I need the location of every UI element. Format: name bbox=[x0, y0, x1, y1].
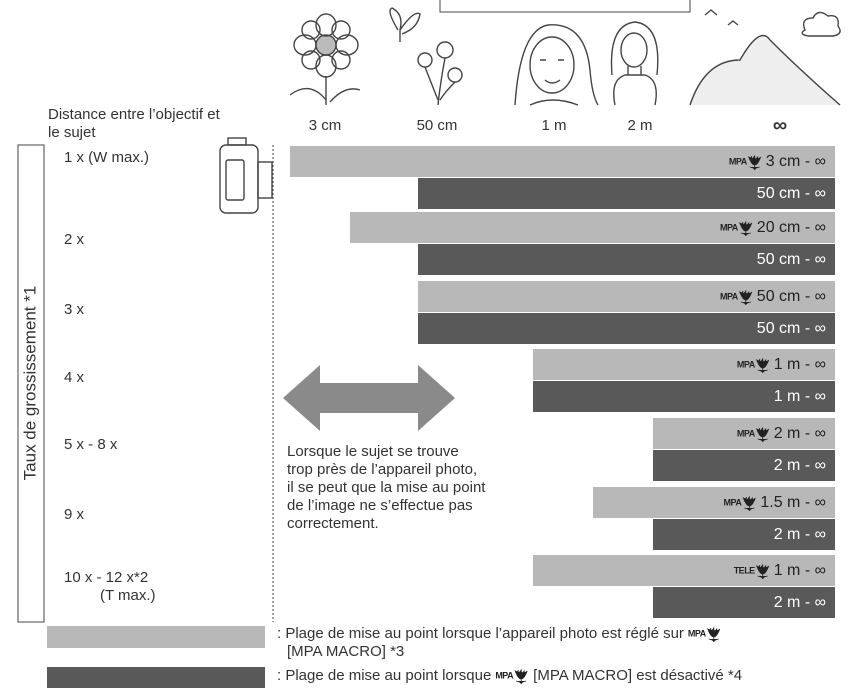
bar-label: 50 cm - ∞ bbox=[757, 320, 826, 337]
zoom: 1 x (W max.) bbox=[64, 149, 149, 166]
bar-label: 2 m - ∞ bbox=[774, 457, 826, 474]
top-box bbox=[439, 0, 691, 13]
illustrations bbox=[289, 7, 841, 106]
legend-text: [MPA MACRO] *3 bbox=[287, 643, 404, 660]
zoom: 2 x bbox=[64, 231, 85, 248]
icon-text: MPA bbox=[495, 670, 514, 680]
note-line: correctement. bbox=[287, 515, 379, 532]
bar-icon: TELE bbox=[734, 563, 770, 580]
zoom: 10 x - 12 x*2 bbox=[64, 569, 148, 586]
distance: 1 m bbox=[541, 117, 566, 134]
note-line: trop près de l’appareil photo, bbox=[287, 461, 477, 478]
icon-text: MPA bbox=[724, 497, 743, 507]
bar-label: 1 m - ∞ bbox=[774, 388, 826, 405]
icon-text: MPA bbox=[729, 156, 748, 166]
focus-bar-macro bbox=[533, 555, 835, 586]
focus-bar-normal bbox=[653, 587, 835, 618]
note-line: Lorsque le sujet se trouve bbox=[287, 443, 459, 460]
focus-bar-macro bbox=[533, 349, 835, 380]
zoom: 5 x - 8 x bbox=[64, 436, 118, 453]
zoom: 9 x bbox=[64, 506, 85, 523]
bar-label: 2 m - ∞ bbox=[774, 425, 826, 442]
bar-label: 1 m - ∞ bbox=[774, 356, 826, 373]
legend: : Plage de mise au point lorsque l’appar… bbox=[277, 625, 742, 685]
bar-icon: MPA bbox=[724, 495, 756, 512]
focus-bar-normal bbox=[653, 519, 835, 550]
icon-text: MPA bbox=[737, 428, 756, 438]
distance: ∞ bbox=[773, 114, 787, 136]
note-line: il se peut que la mise au point bbox=[287, 479, 486, 496]
icon-text: MPA bbox=[720, 291, 739, 301]
icon-flower bbox=[738, 220, 753, 237]
icon-flower bbox=[747, 154, 762, 171]
legend-swatch-dark bbox=[47, 667, 265, 688]
bar-label: 1.5 m - ∞ bbox=[760, 494, 826, 511]
icon-flower bbox=[514, 668, 528, 685]
legend-swatch-light bbox=[47, 626, 265, 648]
legend-text: [MPA MACRO] est désactivé *4 bbox=[533, 667, 742, 684]
focus-bar-macro bbox=[653, 418, 835, 449]
legend-text: : Plage de mise au point lorsque bbox=[277, 667, 491, 684]
bar-label: 50 cm - ∞ bbox=[757, 185, 826, 202]
focus-bar-macro bbox=[350, 212, 835, 243]
bar-label: 50 cm - ∞ bbox=[757, 288, 826, 305]
double-arrow bbox=[283, 365, 455, 431]
zoom: 4 x bbox=[64, 369, 85, 386]
focus-bar-normal bbox=[533, 381, 835, 412]
bar-label: 50 cm - ∞ bbox=[757, 251, 826, 268]
focus-bar-normal bbox=[653, 450, 835, 481]
focus-bar-macro bbox=[418, 281, 835, 312]
icon-flower bbox=[742, 495, 756, 512]
bar-label: 2 m - ∞ bbox=[774, 526, 826, 543]
distance: 2 m bbox=[627, 117, 652, 134]
bar-label: 3 cm - ∞ bbox=[766, 153, 826, 170]
icon-flower bbox=[706, 626, 721, 643]
axis-box bbox=[17, 144, 45, 623]
icon-flower bbox=[755, 563, 770, 580]
axis-label: Taux de grossissement *1 bbox=[20, 286, 39, 481]
bar-label: 20 cm - ∞ bbox=[757, 219, 826, 236]
zoom: (T max.) bbox=[100, 587, 156, 604]
distance: 3 cm bbox=[309, 117, 342, 134]
icon-text: TELE bbox=[734, 565, 755, 575]
focus-bar-normal bbox=[418, 313, 835, 344]
bar-icon: MPA bbox=[720, 220, 753, 237]
icon-text: MPA bbox=[737, 359, 756, 369]
focus-bar-normal bbox=[418, 244, 835, 275]
bar-icon: MPA bbox=[720, 289, 753, 306]
bars: 3 cm - ∞ MPA 50 cm - ∞ 20 cm - ∞ MPA 50 cm - … bbox=[290, 146, 835, 618]
legend-text: : Plage de mise au point lorsque l’appar… bbox=[277, 625, 684, 642]
icon-text: MPA bbox=[688, 628, 707, 638]
bar-icon: MPA bbox=[737, 357, 770, 374]
icon-flower bbox=[738, 289, 753, 306]
focus-bar-macro bbox=[290, 146, 835, 177]
note-line: de l’image ne s’effectue pas bbox=[287, 497, 473, 514]
distance-title: Distance entre l’objectif et bbox=[48, 106, 221, 123]
distance-labels: Distance entre l’objectif et le sujet 3 … bbox=[48, 106, 787, 141]
bar-icon: MPA bbox=[737, 426, 770, 443]
distance: 50 cm bbox=[417, 117, 458, 134]
focus-bar-macro bbox=[593, 487, 835, 518]
bar-label: 2 m - ∞ bbox=[774, 594, 826, 611]
bar-label: 1 m - ∞ bbox=[774, 562, 826, 579]
camera bbox=[219, 137, 273, 214]
icon-flower bbox=[755, 357, 770, 374]
bar-icon: MPA bbox=[729, 154, 762, 171]
focus-bar-normal bbox=[418, 178, 835, 209]
icon-flower bbox=[755, 426, 770, 443]
icon-text: MPA bbox=[720, 222, 739, 232]
distance-title: le sujet bbox=[48, 124, 96, 141]
zoom: 3 x bbox=[64, 301, 85, 318]
zoom-labels: 1 x (W max.) 2 x 3 x 4 x 5 x - 8 x 9 x 1… bbox=[64, 149, 156, 604]
